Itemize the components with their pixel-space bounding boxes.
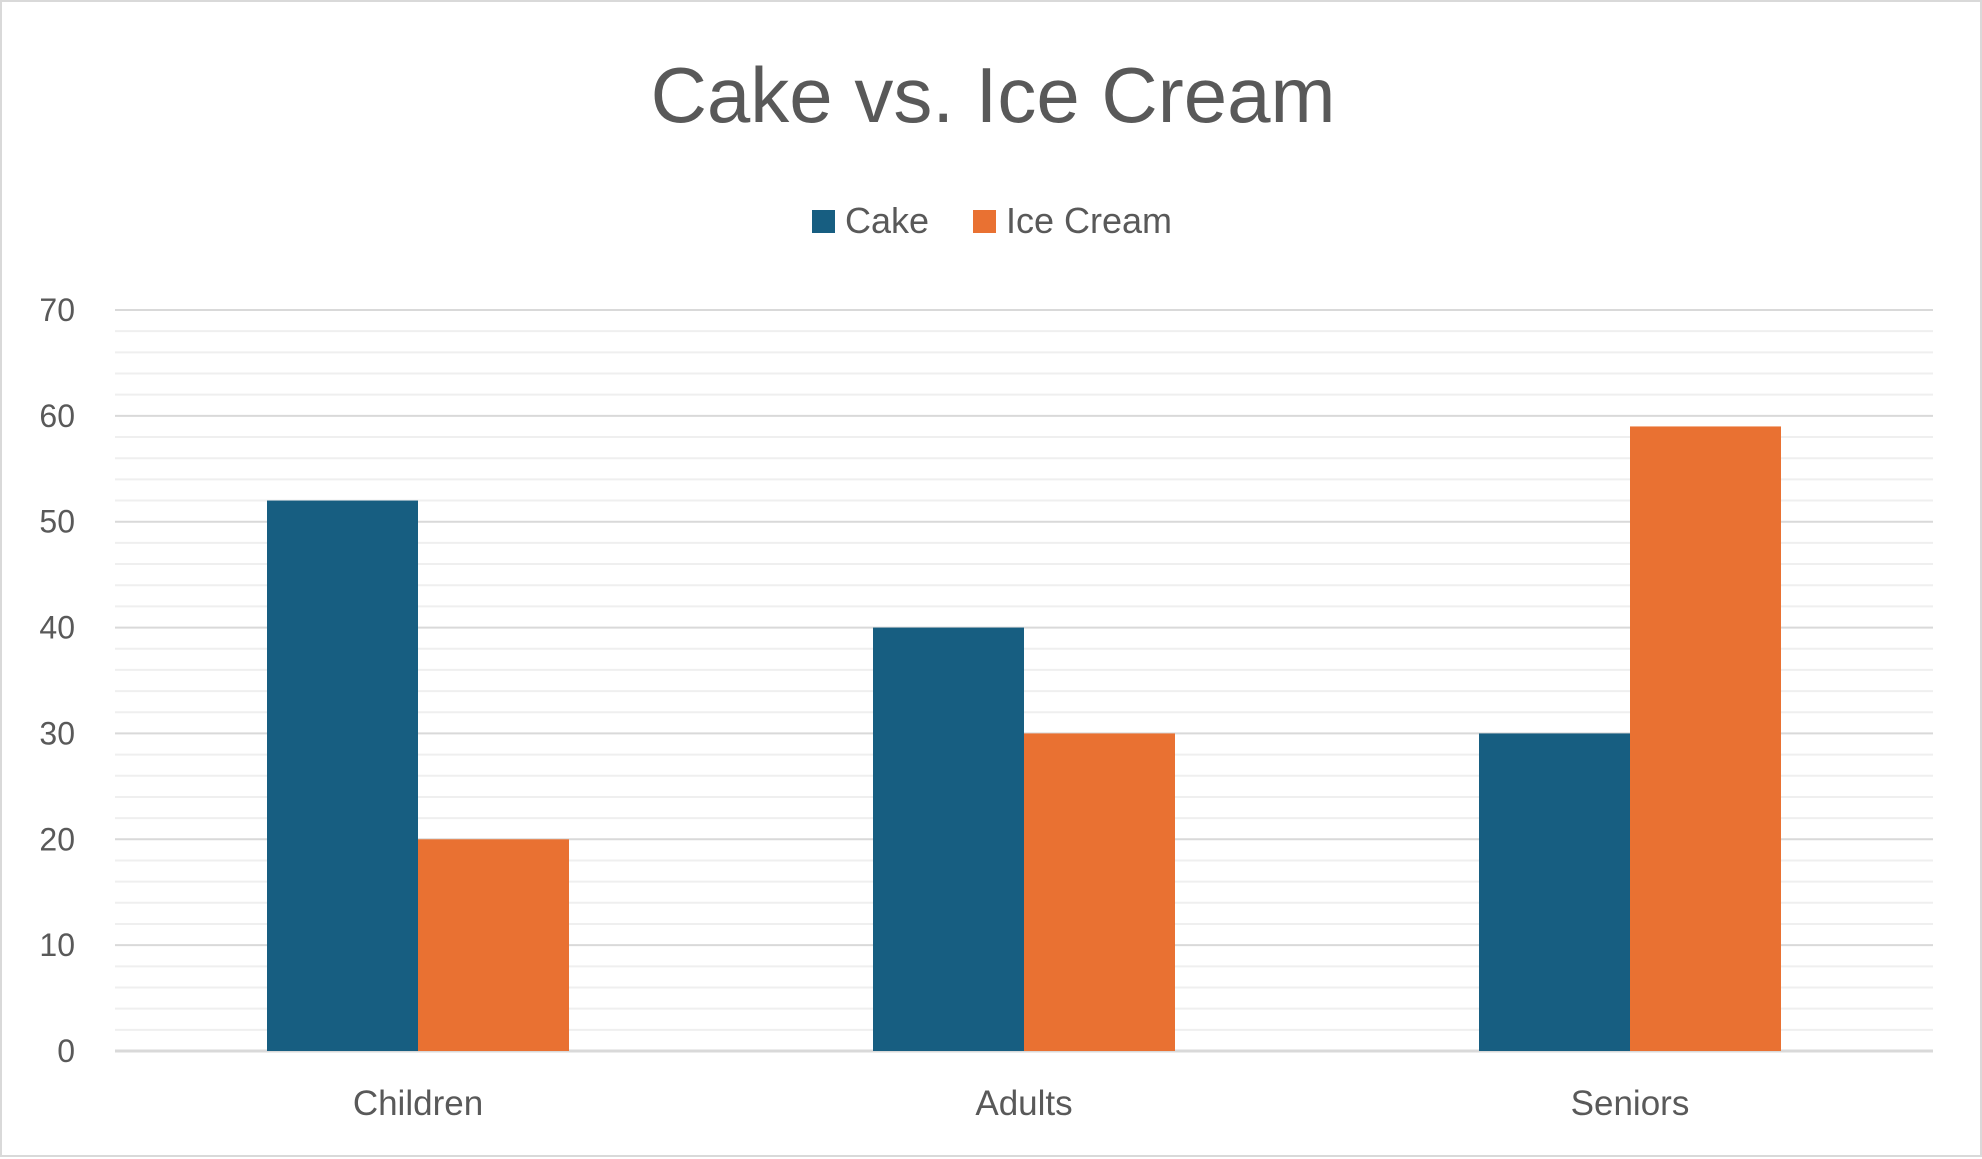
legend-label-ice-cream: Ice Cream [1006,200,1172,241]
y-tick-label: 30 [39,715,75,751]
y-tick-label: 50 [39,504,75,540]
y-tick-label: 10 [39,927,75,963]
y-tick-label: 40 [39,610,75,646]
legend-swatch-cake [812,210,835,233]
y-tick-label: 0 [57,1033,75,1069]
bar-ice-cream-adults [1024,733,1175,1051]
legend-swatch-ice-cream [973,210,996,233]
y-tick-label: 20 [39,821,75,857]
x-tick-label-adults: Adults [975,1084,1072,1123]
bar-ice-cream-seniors [1630,426,1781,1051]
y-tick-label: 70 [39,292,75,328]
bars [267,426,1781,1051]
bar-cake-adults [873,627,1024,1051]
bar-ice-cream-children [418,839,569,1051]
x-tick-label-seniors: Seniors [1571,1084,1690,1123]
bar-cake-children [267,500,418,1051]
x-tick-label-children: Children [353,1084,483,1123]
y-tick-label: 60 [39,398,75,434]
y-axis: 0 10 20 30 40 50 60 70 [39,292,75,1069]
legend: Cake Ice Cream [812,200,1172,241]
chart-title: Cake vs. Ice Cream [651,51,1336,139]
x-axis: Children Adults Seniors [353,1084,1690,1123]
bar-cake-seniors [1479,733,1630,1051]
legend-label-cake: Cake [845,200,929,241]
